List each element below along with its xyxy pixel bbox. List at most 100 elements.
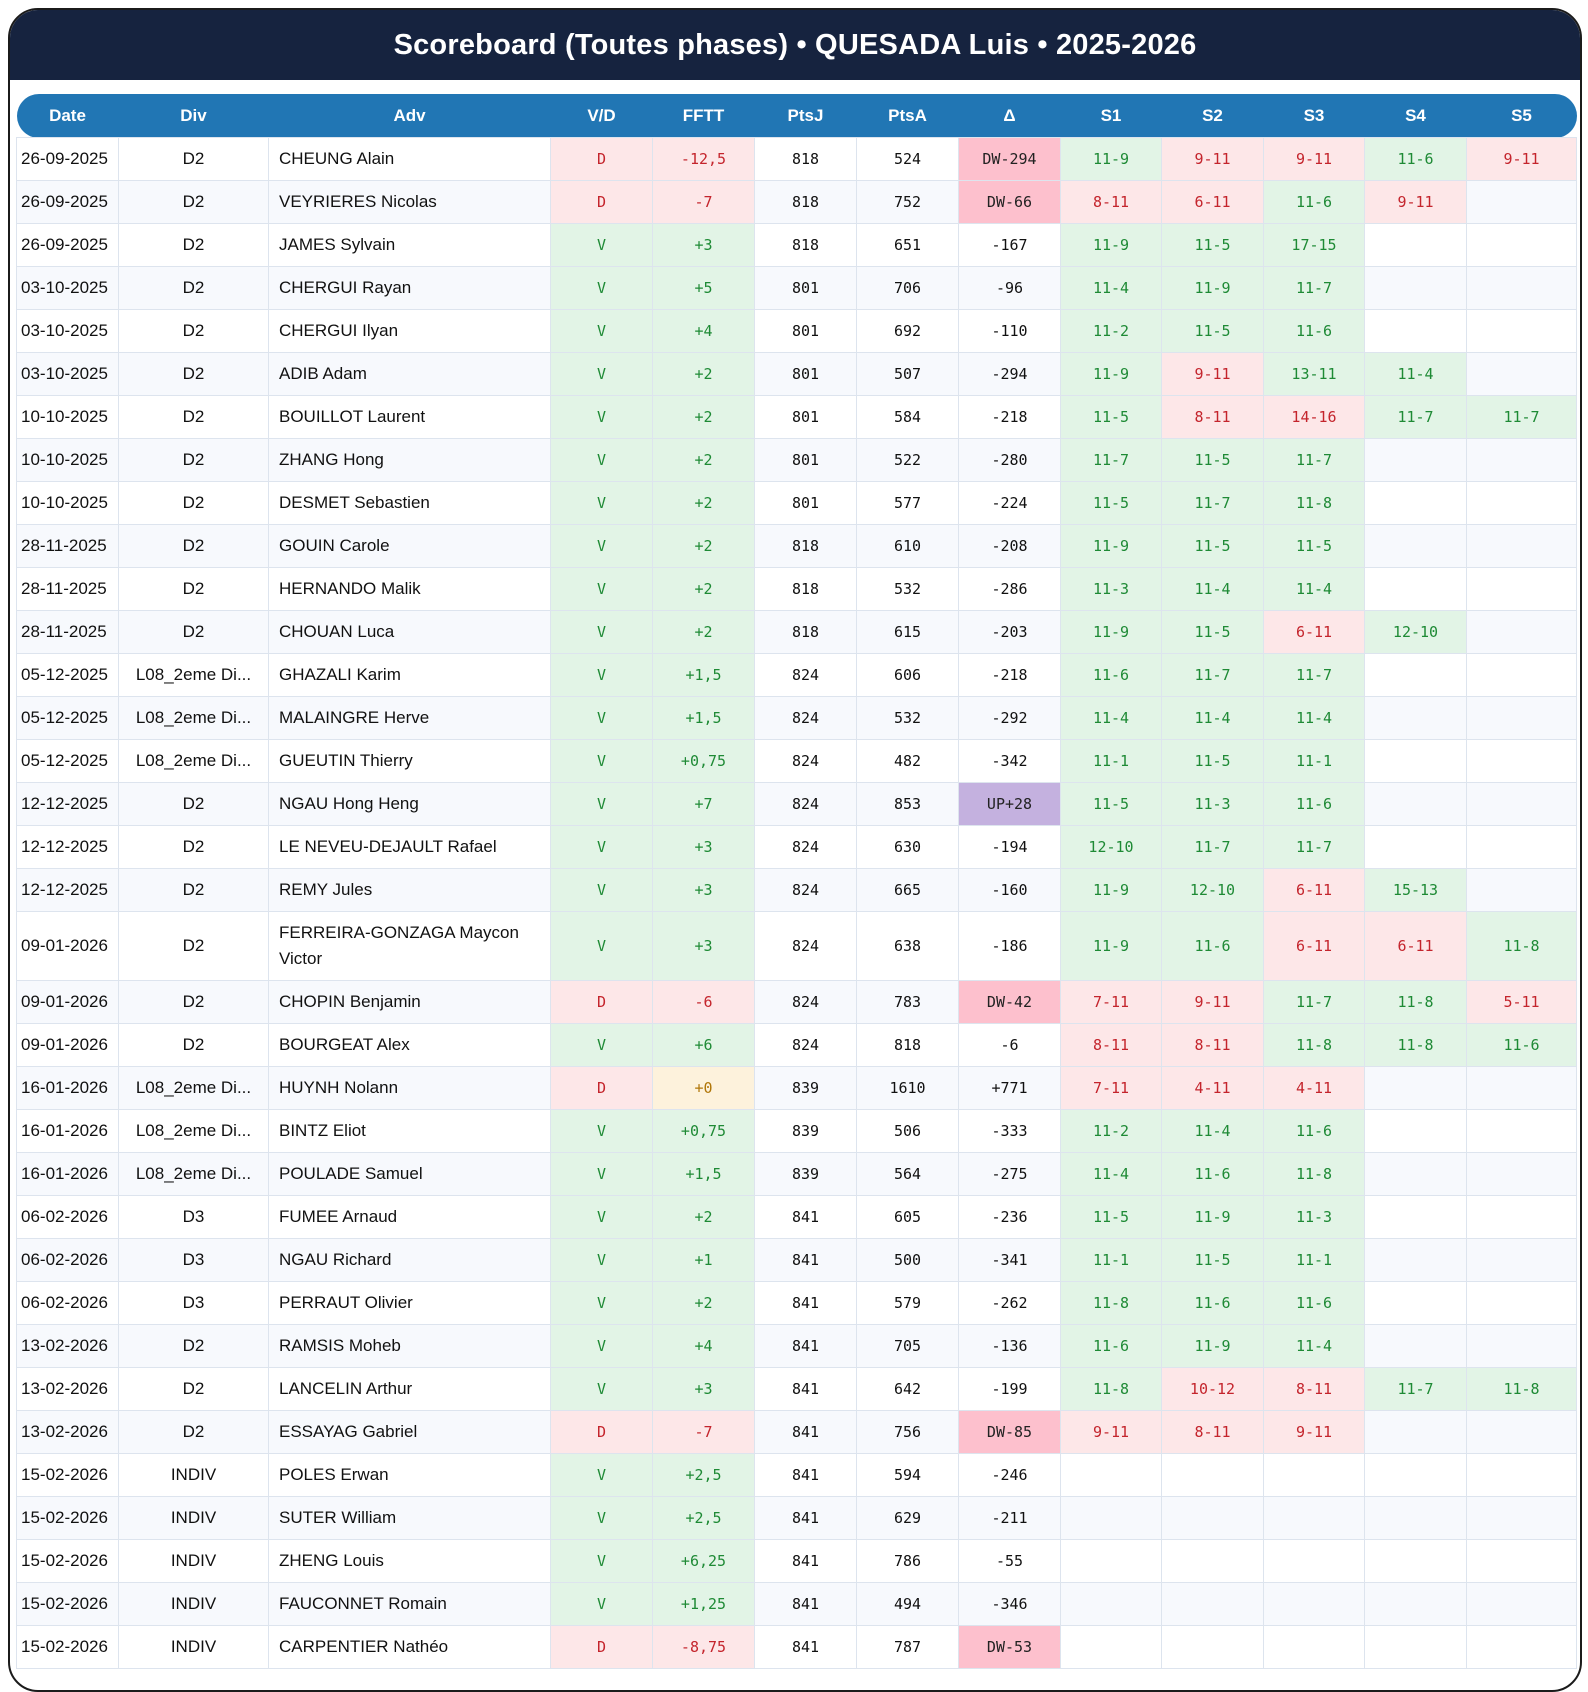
column-header-delta[interactable]: Δ	[958, 94, 1061, 138]
cell-division: L08_2eme Di...	[118, 739, 269, 783]
table-row[interactable]: 13-02-2026 D2 LANCELIN Arthur V +3 841 642 -199…	[16, 1367, 1577, 1411]
column-header-adv[interactable]: Adv	[268, 94, 551, 138]
table-row[interactable]: 12-12-2025 D2 LE NEVEU-DEJAULT Rafael V +3 82…	[16, 825, 1577, 869]
table-row[interactable]: 15-02-2026 INDIV CARPENTIER Nathéo D -8,75 84…	[16, 1625, 1577, 1669]
cell-opponent-points: 532	[856, 567, 959, 611]
table-row[interactable]: 16-01-2026 L08_2eme Di... BINTZ Eliot V +0,7…	[16, 1109, 1577, 1153]
cell-division: D2	[118, 137, 269, 181]
table-row[interactable]: 16-01-2026 L08_2eme Di... HUYNH Nolann D +0 8…	[16, 1066, 1577, 1110]
table-row[interactable]: 10-10-2025 D2 BOUILLOT Laurent V +2 801 584 -21…	[16, 395, 1577, 439]
column-header-div[interactable]: Div	[118, 94, 269, 138]
cell-opponent: BOURGEAT Alex	[268, 1023, 551, 1067]
table-row[interactable]: 13-02-2026 D2 RAMSIS Moheb V +4 841 705 -136 11-…	[16, 1324, 1577, 1368]
cell-set-3: 4-11	[1263, 1066, 1365, 1110]
column-header-fftt[interactable]: FFTT	[652, 94, 755, 138]
cell-set-4	[1364, 481, 1467, 525]
table-row[interactable]: 03-10-2025 D2 CHERGUI Rayan V +5 801 706 -96 11-…	[16, 266, 1577, 310]
cell-date: 15-02-2026	[16, 1453, 119, 1497]
table-row[interactable]: 09-01-2026 D2 BOURGEAT Alex V +6 824 818 -6 8-11…	[16, 1023, 1577, 1067]
cell-opponent: FUMEE Arnaud	[268, 1195, 551, 1239]
table-row[interactable]: 12-12-2025 D2 REMY Jules V +3 824 665 -160 11-9 1…	[16, 868, 1577, 912]
cell-set-4: 12-10	[1364, 610, 1467, 654]
table-row[interactable]: 28-11-2025 D2 CHOUAN Luca V +2 818 615 -203 11-9…	[16, 610, 1577, 654]
table-row[interactable]: 12-12-2025 D2 NGAU Hong Heng V +7 824 853 UP+28…	[16, 782, 1577, 826]
table-row[interactable]: 16-01-2026 L08_2eme Di... POULADE Samuel V +…	[16, 1152, 1577, 1196]
table-row[interactable]: 06-02-2026 D3 FUMEE Arnaud V +2 841 605 -236 11-…	[16, 1195, 1577, 1239]
cell-set-5: 11-8	[1466, 911, 1577, 981]
table-row[interactable]: 10-10-2025 D2 ZHANG Hong V +2 801 522 -280 11-7 1…	[16, 438, 1577, 482]
cell-opponent: GHAZALI Karim	[268, 653, 551, 697]
cell-delta: -286	[958, 567, 1061, 611]
table-row[interactable]: 26-09-2025 D2 CHEUNG Alain D -12,5 818 524 DW-2…	[16, 137, 1577, 181]
table-row[interactable]: 05-12-2025 L08_2eme Di... GHAZALI Karim V +1…	[16, 653, 1577, 697]
cell-set-1: 11-8	[1060, 1367, 1162, 1411]
table-row[interactable]: 06-02-2026 D3 PERRAUT Olivier V +2 841 579 -262…	[16, 1281, 1577, 1325]
cell-set-5	[1466, 1109, 1577, 1153]
cell-opponent: CHOPIN Benjamin	[268, 980, 551, 1024]
column-header-s2[interactable]: S2	[1161, 94, 1264, 138]
table-row[interactable]: 05-12-2025 L08_2eme Di... MALAINGRE Herve V…	[16, 696, 1577, 740]
cell-division: D3	[118, 1238, 269, 1282]
cell-result: V	[550, 1195, 653, 1239]
table-row[interactable]: 15-02-2026 INDIV POLES Erwan V +2,5 841 594 -24…	[16, 1453, 1577, 1497]
table-row[interactable]: 26-09-2025 D2 VEYRIERES Nicolas D -7 818 752 DW…	[16, 180, 1577, 224]
cell-division: L08_2eme Di...	[118, 1066, 269, 1110]
cell-date: 26-09-2025	[16, 180, 119, 224]
cell-set-3: 6-11	[1263, 911, 1365, 981]
column-header-s4[interactable]: S4	[1364, 94, 1467, 138]
cell-opponent: MALAINGRE Herve	[268, 696, 551, 740]
table-row[interactable]: 05-12-2025 L08_2eme Di... GUEUTIN Thierry V…	[16, 739, 1577, 783]
cell-opponent-points: 638	[856, 911, 959, 981]
cell-result: V	[550, 1496, 653, 1540]
table-row[interactable]: 15-02-2026 INDIV SUTER William V +2,5 841 629-…	[16, 1496, 1577, 1540]
column-header-s3[interactable]: S3	[1263, 94, 1365, 138]
cell-division: INDIV	[118, 1496, 269, 1540]
table-row[interactable]: 03-10-2025 D2 CHERGUI Ilyan V +4 801 692 -110 11…	[16, 309, 1577, 353]
cell-date: 10-10-2025	[16, 481, 119, 525]
cell-opponent-points: 500	[856, 1238, 959, 1282]
cell-date: 03-10-2025	[16, 309, 119, 353]
cell-fftt-points: -8,75	[652, 1625, 755, 1669]
table-row[interactable]: 06-02-2026 D3 NGAU Richard V +1 841 500 -341 11-…	[16, 1238, 1577, 1282]
cell-set-5	[1466, 1625, 1577, 1669]
cell-set-2: 11-6	[1161, 911, 1264, 981]
cell-date: 06-02-2026	[16, 1238, 119, 1282]
cell-set-4	[1364, 1066, 1467, 1110]
table-row[interactable]: 15-02-2026 INDIV ZHENG Louis V +6,25 841 786 -5…	[16, 1539, 1577, 1583]
cell-delta: DW-294	[958, 137, 1061, 181]
table-row[interactable]: 09-01-2026 D2 FERREIRA-GONZAGA Maycon Vict…	[16, 911, 1577, 981]
cell-fftt-points: +4	[652, 1324, 755, 1368]
cell-opponent: HUYNH Nolann	[268, 1066, 551, 1110]
cell-result: V	[550, 739, 653, 783]
cell-player-points: 824	[754, 696, 857, 740]
column-header-ptsj[interactable]: PtsJ	[754, 94, 857, 138]
table-row[interactable]: 28-11-2025 D2 GOUIN Carole V +2 818 610 -208 11-…	[16, 524, 1577, 568]
cell-division: D2	[118, 1410, 269, 1454]
table-row[interactable]: 10-10-2025 D2 DESMET Sebastien V +2 801 577 -22…	[16, 481, 1577, 525]
table-row[interactable]: 09-01-2026 D2 CHOPIN Benjamin D -6 824 783 DW-4…	[16, 980, 1577, 1024]
scoreboard-table: Date Div Adv V/D FFTT PtsJ PtsA Δ S1 S2 …	[16, 94, 1577, 1669]
cell-set-4	[1364, 1625, 1467, 1669]
cell-opponent-points: 564	[856, 1152, 959, 1196]
cell-set-1: 11-9	[1060, 137, 1162, 181]
column-header-s5[interactable]: S5	[1466, 94, 1577, 138]
table-row[interactable]: 15-02-2026 INDIV FAUCONNET Romain V +1,25 841…	[16, 1582, 1577, 1626]
column-header-ptsa[interactable]: PtsA	[856, 94, 959, 138]
column-header-date[interactable]: Date	[16, 94, 119, 138]
cell-date: 05-12-2025	[16, 653, 119, 697]
table-row[interactable]: 26-09-2025 D2 JAMES Sylvain V +3 818 651 -167 11…	[16, 223, 1577, 267]
cell-fftt-points: +2	[652, 1195, 755, 1239]
column-header-s1[interactable]: S1	[1060, 94, 1162, 138]
column-header-vd[interactable]: V/D	[550, 94, 653, 138]
table-row[interactable]: 28-11-2025 D2 HERNANDO Malik V +2 818 532 -286 1…	[16, 567, 1577, 611]
cell-set-2: 6-11	[1161, 180, 1264, 224]
cell-division: D2	[118, 1324, 269, 1368]
cell-set-1: 11-4	[1060, 266, 1162, 310]
scoreboard-panel: Scoreboard (Toutes phases) • QUESADA Lui…	[8, 8, 1582, 1692]
cell-fftt-points: +1,5	[652, 1152, 755, 1196]
cell-delta: -199	[958, 1367, 1061, 1411]
cell-result: V	[550, 868, 653, 912]
table-row[interactable]: 03-10-2025 D2 ADIB Adam V +2 801 507 -294 11-9 9-…	[16, 352, 1577, 396]
table-row[interactable]: 13-02-2026 D2 ESSAYAG Gabriel D -7 841 756 DW-8…	[16, 1410, 1577, 1454]
cell-set-4	[1364, 524, 1467, 568]
